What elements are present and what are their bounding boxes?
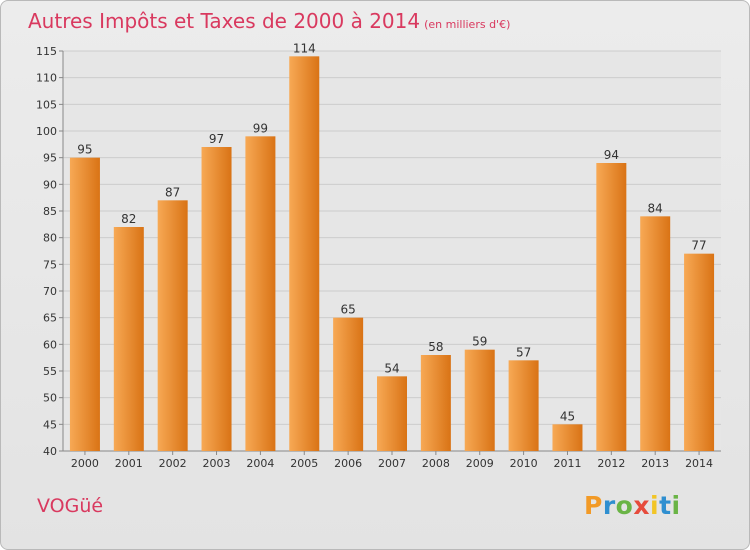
y-tick-label: 85 [43,205,57,218]
data-label: 97 [209,132,224,146]
x-tick-label: 2005 [290,457,318,470]
bar [113,227,144,451]
x-tick-label: 2010 [510,457,538,470]
bar [289,56,320,451]
bar [420,355,451,451]
x-tick-label: 2004 [246,457,274,470]
x-tick-label: 2002 [159,457,187,470]
bar [684,253,715,451]
x-tick-label: 2011 [553,457,581,470]
y-tick-label: 60 [43,338,57,351]
y-tick-label: 50 [43,392,57,405]
y-tick-label: 40 [43,445,57,458]
x-tick-label: 2000 [71,457,99,470]
x-tick-label: 2007 [378,457,406,470]
data-label: 84 [648,201,663,215]
bar [201,147,232,451]
data-label: 77 [691,239,706,253]
title-text: Autres Impôts et Taxes de 2000 à 2014 [28,9,421,33]
y-tick-label: 75 [43,258,57,271]
bar [552,424,583,451]
data-label: 45 [560,409,575,423]
x-tick-label: 2013 [641,457,669,470]
x-tick-label: 2003 [203,457,231,470]
x-tick-label: 2014 [685,457,713,470]
bar [157,200,188,451]
y-tick-label: 115 [36,45,57,58]
commune-name: VOGüé [37,495,104,517]
y-tick-label: 105 [36,98,57,111]
data-label: 65 [340,303,355,317]
data-label: 54 [384,361,399,375]
y-tick-label: 70 [43,285,57,298]
bar [245,136,276,452]
x-tick-label: 2006 [334,457,362,470]
proxiti-logo[interactable]: Proxiti [584,491,681,520]
data-label: 82 [121,212,136,226]
bar [464,349,495,451]
y-tick-label: 90 [43,178,57,191]
y-tick-label: 95 [43,152,57,165]
y-tick-label: 110 [36,72,57,85]
y-tick-label: 80 [43,232,57,245]
data-label: 94 [604,148,619,162]
bar [640,216,671,451]
x-tick-label: 2001 [115,457,143,470]
y-tick-label: 45 [43,418,57,431]
title-unit: (en milliers d'€) [424,18,511,31]
x-tick-label: 2012 [597,457,625,470]
y-tick-label: 65 [43,312,57,325]
chart-title: Autres Impôts et Taxes de 2000 à 2014 (en… [28,9,510,33]
x-tick-label: 2008 [422,457,450,470]
data-label: 57 [516,345,531,359]
data-label: 114 [293,41,316,55]
x-tick-label: 2009 [466,457,494,470]
data-label: 58 [428,340,443,354]
bar [596,163,627,451]
y-tick-label: 55 [43,365,57,378]
y-tick-label: 100 [36,125,57,138]
data-label: 99 [253,121,268,135]
data-label: 95 [77,143,92,157]
data-label: 59 [472,335,487,349]
bar [508,360,539,451]
bar [69,157,100,451]
bar [333,317,364,451]
bar [377,376,407,451]
data-label: 87 [165,185,180,199]
